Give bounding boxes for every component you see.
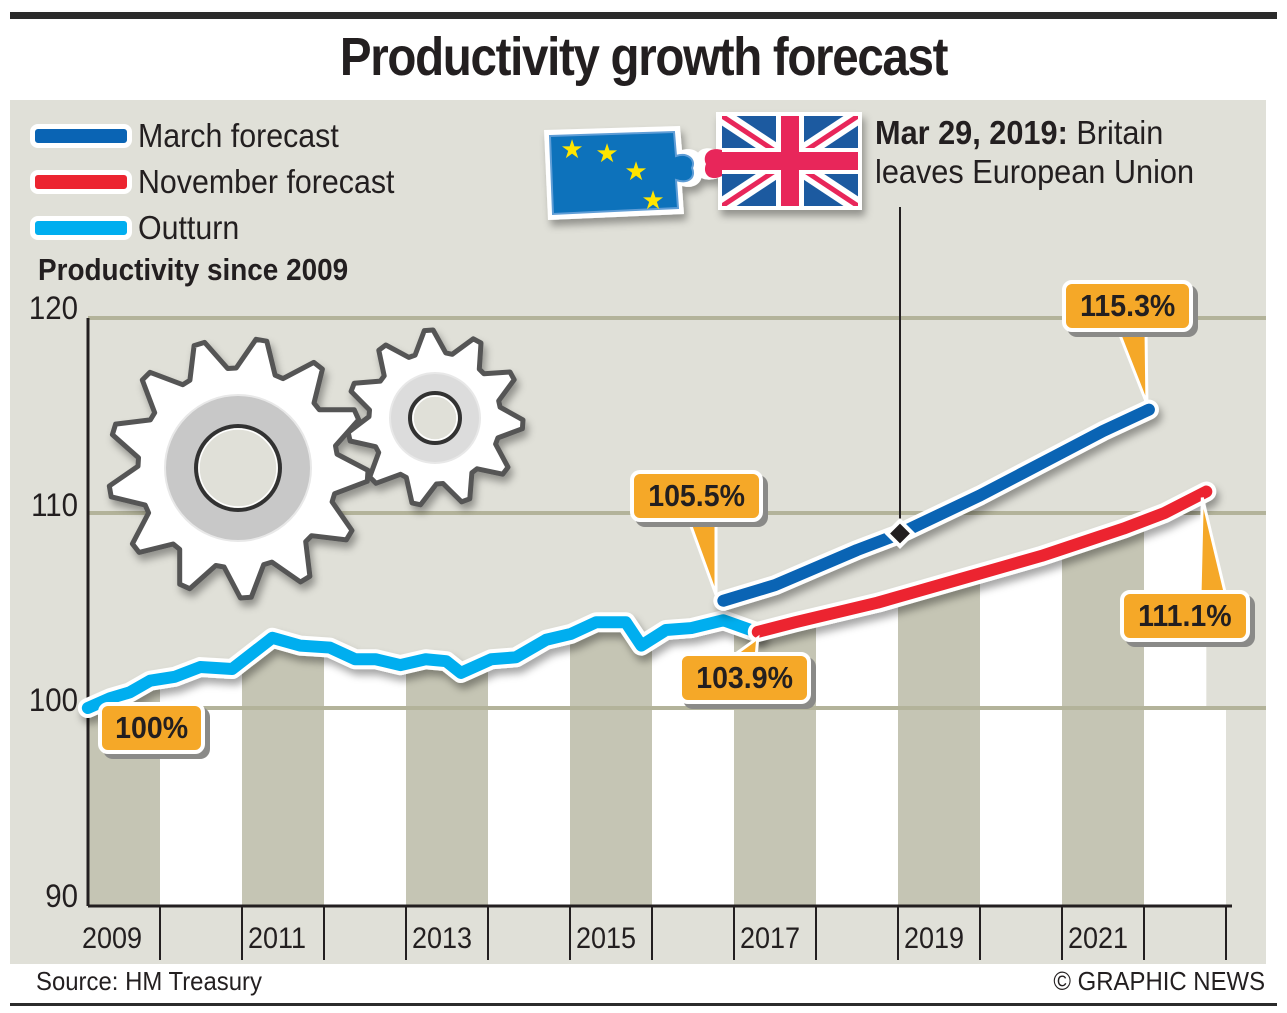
callout-pointer-march-end: [1115, 328, 1149, 405]
y-tick-label: 100: [28, 682, 79, 718]
brexit-annotation: Mar 29, 2019: Britain leaves European Un…: [875, 113, 1194, 191]
eu-uk-puzzle-icon: ★ ★ ★ ★: [544, 112, 862, 220]
legend-label: November forecast: [138, 163, 395, 200]
gears-icon: [106, 327, 526, 601]
svg-text:★: ★: [560, 134, 583, 164]
legend-swatch-outturn: [30, 216, 132, 240]
year-band: [1062, 491, 1144, 906]
callout-outturn-end: 103.9%: [678, 652, 812, 704]
brexit-text: Britain: [1067, 114, 1164, 151]
svg-text:★: ★: [624, 156, 647, 186]
legend-item-november: November forecast: [30, 159, 417, 205]
eu-flag-piece-icon: ★ ★ ★ ★: [544, 126, 702, 220]
gear-hole-rim: [198, 428, 278, 508]
x-tick-label: 2017: [740, 922, 801, 955]
y-tick-label: 120: [28, 290, 79, 326]
legend-item-march: March forecast: [30, 113, 417, 159]
brexit-date: Mar 29, 2019:: [875, 114, 1068, 151]
credit-note: © GRAPHIC NEWS: [1053, 966, 1265, 996]
callout-march-end: 115.3%: [1062, 280, 1194, 332]
year-band: [980, 491, 1062, 906]
legend-label: Outturn: [138, 209, 240, 246]
y-tick-label: 90: [45, 878, 78, 914]
page-title: Productivity growth forecast: [339, 27, 949, 87]
chart-subtitle: Productivity since 2009: [38, 252, 349, 287]
callout-november-end: 111.1%: [1120, 590, 1250, 642]
x-tick-label: 2021: [1068, 922, 1129, 955]
callout-value: 105.5%: [648, 478, 745, 513]
legend-swatch-march: [30, 124, 132, 148]
svg-text:★: ★: [641, 185, 664, 215]
y-tick-label: 110: [31, 487, 78, 523]
x-tick-label: 2013: [412, 922, 473, 955]
bottom-rule: [10, 1003, 1277, 1006]
gear-hole: [408, 391, 462, 445]
legend: March forecast November forecast Outturn: [30, 113, 417, 251]
axes: [86, 318, 1232, 960]
legend-label: March forecast: [138, 117, 339, 154]
callout-start: 100%: [98, 702, 206, 754]
callout-pointer-march-start: [685, 516, 718, 596]
callout-value: 115.3%: [1080, 288, 1176, 323]
callout-value: 103.9%: [696, 660, 793, 695]
callout-value: 111.1%: [1138, 598, 1232, 633]
callout-march-start: 105.5%: [630, 470, 764, 522]
x-tick-label: 2015: [576, 922, 637, 955]
svg-text:★: ★: [595, 138, 618, 168]
x-tick-label: 2011: [248, 922, 307, 955]
year-band: [570, 491, 652, 906]
series-line-november-forecast: [751, 485, 1213, 638]
source-note: Source: HM Treasury: [36, 966, 262, 996]
series-line-outturn: [81, 614, 763, 714]
gear-hole: [194, 424, 282, 512]
top-rule: [10, 12, 1277, 19]
gear-hole-rim: [412, 395, 458, 441]
brexit-marker-diamond: [884, 517, 916, 550]
series-line-march-forecast: [717, 403, 1155, 607]
x-tick-label: 2019: [904, 922, 965, 955]
x-tick-label: 2009: [82, 922, 143, 955]
legend-swatch-november: [30, 170, 132, 194]
legend-item-outturn: Outturn: [30, 205, 417, 251]
brexit-text-line2: leaves European Union: [875, 153, 1195, 190]
uk-flag-piece-icon: [696, 112, 862, 210]
callout-value: 100%: [115, 710, 189, 745]
